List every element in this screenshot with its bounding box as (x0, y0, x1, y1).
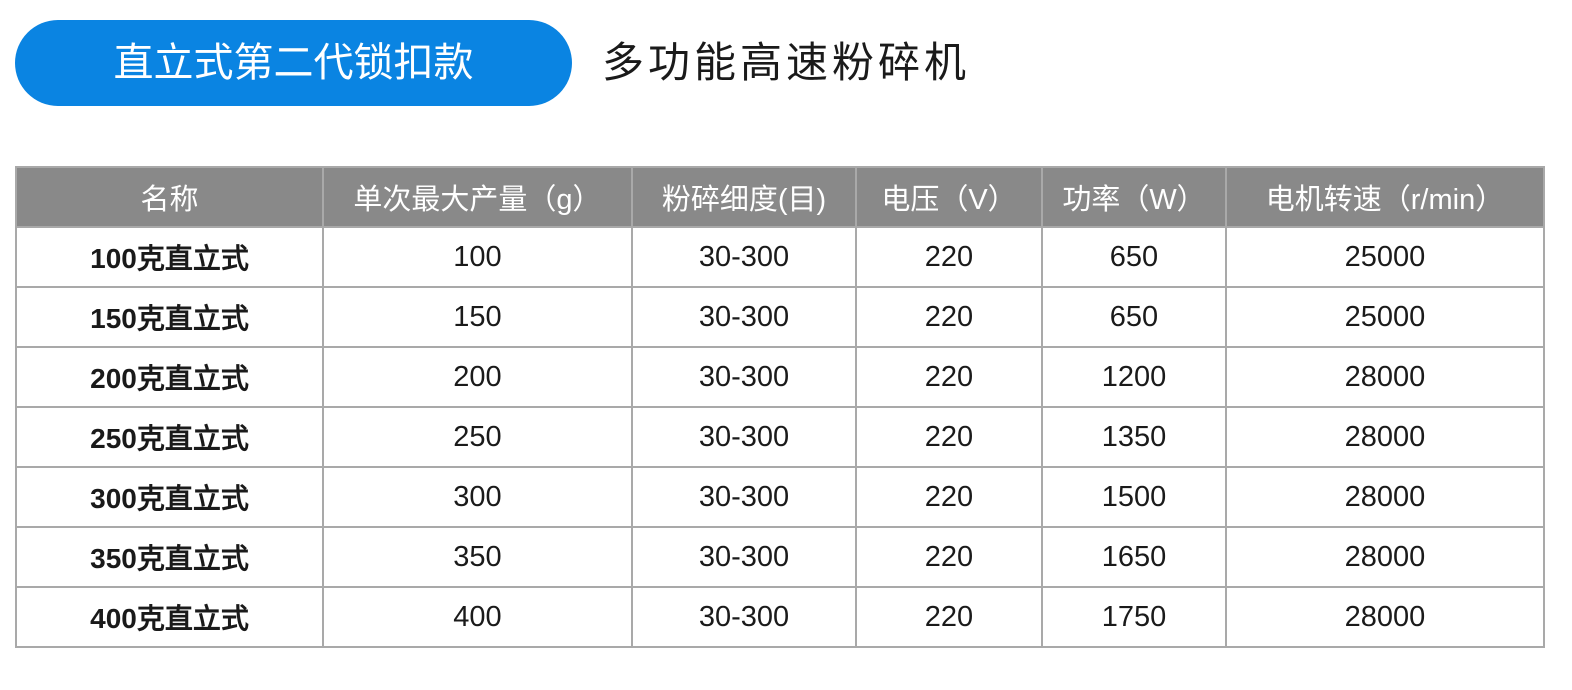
model-name-cell: 150克直立式 (15, 286, 324, 348)
table-header-row: 名称 单次最大产量（g） 粉碎细度(目) 电压（V） 功率（W） 电机转速（r/min） (15, 166, 1545, 228)
model-name-cell: 400克直立式 (15, 586, 324, 648)
model-name-cell: 200克直立式 (15, 346, 324, 408)
column-header: 粉碎细度(目) (631, 166, 857, 228)
table-row: 150克直立式 150 30-300 220 650 25000 (15, 286, 1545, 348)
spec-cell: 350 (322, 526, 633, 588)
spec-table: 名称 单次最大产量（g） 粉碎细度(目) 电压（V） 功率（W） 电机转速（r/min） … (15, 166, 1545, 648)
spec-cell: 30-300 (631, 586, 857, 648)
table-row: 100克直立式 100 30-300 220 650 25000 (15, 226, 1545, 288)
column-header: 电机转速（r/min） (1225, 166, 1545, 228)
column-header: 功率（W） (1041, 166, 1227, 228)
spec-cell: 30-300 (631, 346, 857, 408)
column-header: 单次最大产量（g） (322, 166, 633, 228)
spec-cell: 220 (855, 226, 1043, 288)
spec-cell: 250 (322, 406, 633, 468)
spec-cell: 1650 (1041, 526, 1227, 588)
column-header: 电压（V） (855, 166, 1043, 228)
spec-cell: 220 (855, 406, 1043, 468)
spec-cell: 30-300 (631, 286, 857, 348)
spec-cell: 300 (322, 466, 633, 528)
spec-cell: 28000 (1225, 466, 1545, 528)
spec-cell: 30-300 (631, 526, 857, 588)
table-row: 300克直立式 300 30-300 220 1500 28000 (15, 466, 1545, 528)
spec-cell: 1750 (1041, 586, 1227, 648)
product-title: 多功能高速粉碎机 (602, 39, 971, 86)
spec-cell: 400 (322, 586, 633, 648)
spec-cell: 30-300 (631, 226, 857, 288)
table-row: 200克直立式 200 30-300 220 1200 28000 (15, 346, 1545, 408)
spec-cell: 100 (322, 226, 633, 288)
spec-cell: 25000 (1225, 226, 1545, 288)
spec-cell: 200 (322, 346, 633, 408)
spec-cell: 150 (322, 286, 633, 348)
spec-cell: 30-300 (631, 466, 857, 528)
spec-cell: 28000 (1225, 346, 1545, 408)
spec-cell: 28000 (1225, 406, 1545, 468)
table-row: 350克直立式 350 30-300 220 1650 28000 (15, 526, 1545, 588)
spec-cell: 1350 (1041, 406, 1227, 468)
model-name-cell: 100克直立式 (15, 226, 324, 288)
spec-cell: 28000 (1225, 586, 1545, 648)
spec-cell: 650 (1041, 226, 1227, 288)
spec-cell: 650 (1041, 286, 1227, 348)
spec-cell: 220 (855, 586, 1043, 648)
table-row: 250克直立式 250 30-300 220 1350 28000 (15, 406, 1545, 468)
spec-cell: 220 (855, 346, 1043, 408)
spec-cell: 1200 (1041, 346, 1227, 408)
model-name-cell: 300克直立式 (15, 466, 324, 528)
spec-cell: 30-300 (631, 406, 857, 468)
table-row: 400克直立式 400 30-300 220 1750 28000 (15, 586, 1545, 648)
product-badge: 直立式第二代锁扣款 (15, 20, 572, 106)
spec-cell: 1500 (1041, 466, 1227, 528)
spec-cell: 28000 (1225, 526, 1545, 588)
spec-cell: 25000 (1225, 286, 1545, 348)
spec-cell: 220 (855, 466, 1043, 528)
spec-cell: 220 (855, 286, 1043, 348)
column-header: 名称 (15, 166, 324, 228)
spec-cell: 220 (855, 526, 1043, 588)
model-name-cell: 350克直立式 (15, 526, 324, 588)
model-name-cell: 250克直立式 (15, 406, 324, 468)
